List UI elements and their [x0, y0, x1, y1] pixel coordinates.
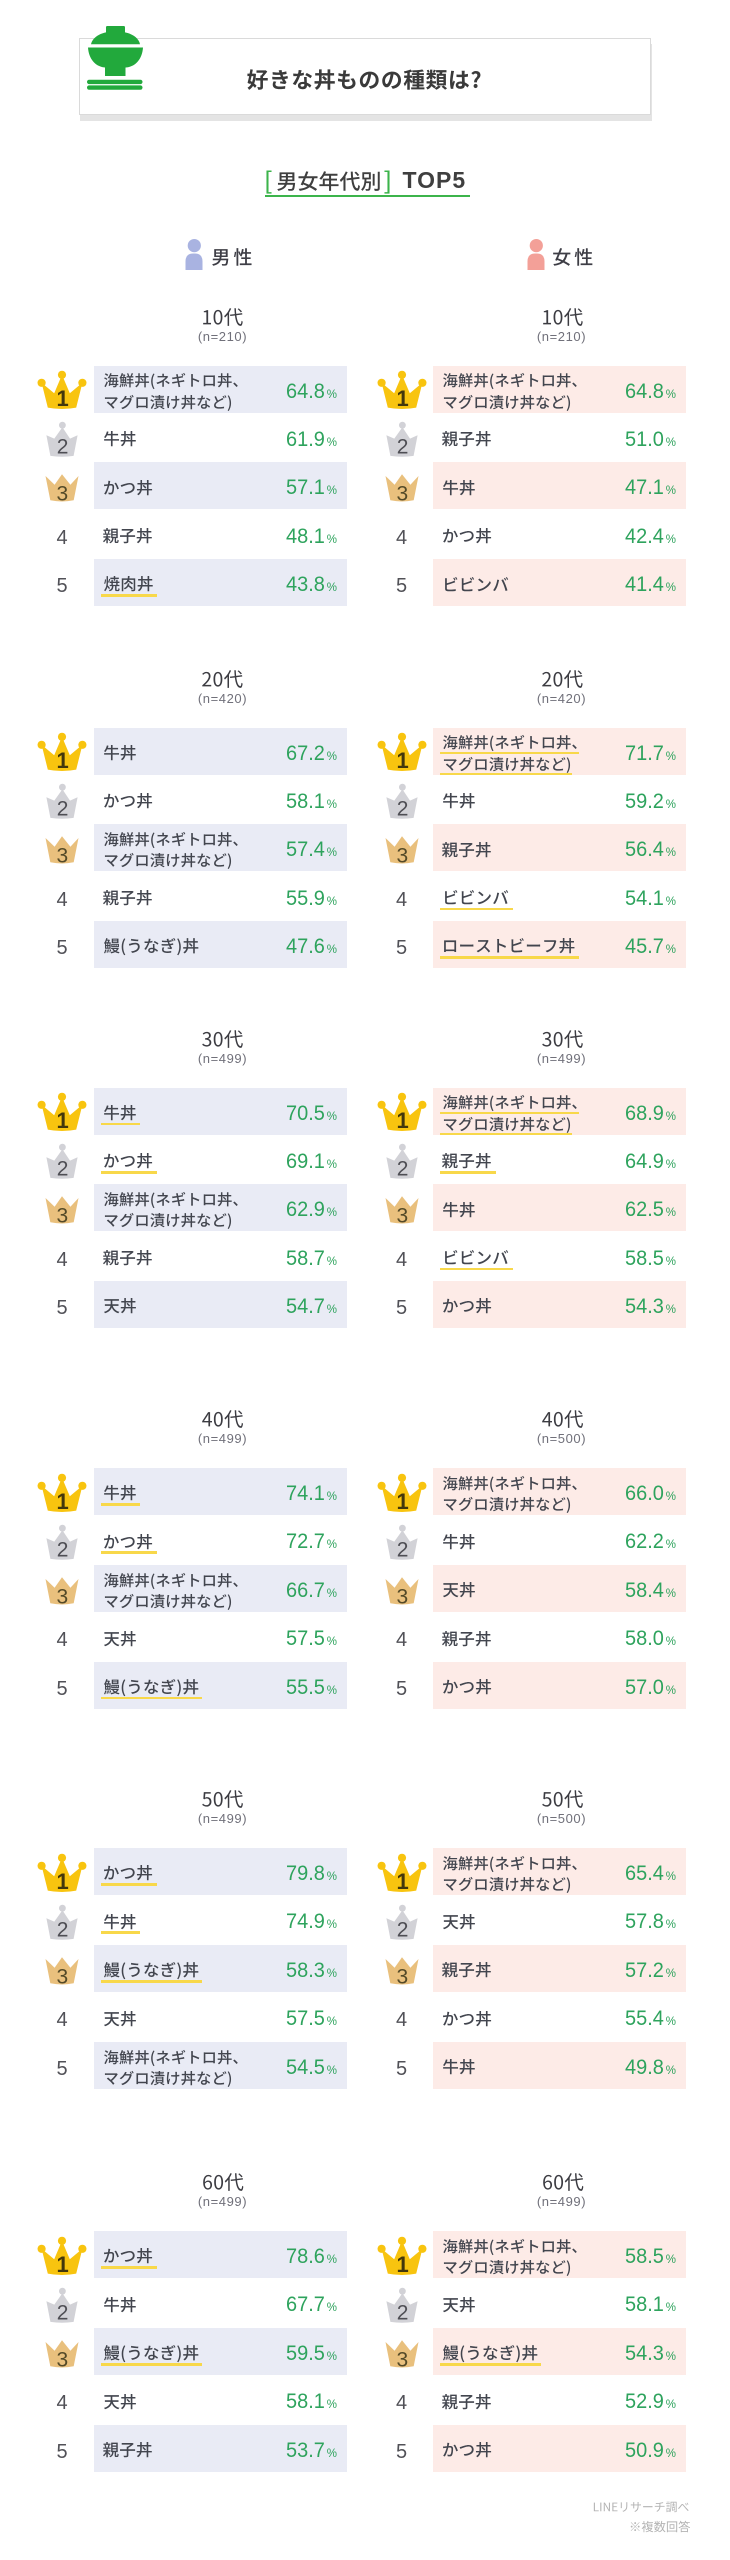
svg-text:3: 3 [396, 1585, 408, 1606]
svg-text:2: 2 [396, 798, 408, 820]
svg-text:1: 1 [396, 386, 408, 411]
svg-text:2: 2 [396, 1918, 408, 1940]
svg-text:1: 1 [396, 1108, 408, 1133]
svg-text:3: 3 [396, 1205, 408, 1226]
svg-text:1: 1 [56, 386, 68, 411]
svg-text:1: 1 [56, 2251, 68, 2276]
svg-text:3: 3 [396, 2348, 408, 2369]
svg-text:2: 2 [57, 798, 69, 820]
svg-text:1: 1 [56, 1488, 68, 1513]
svg-text:2: 2 [57, 1538, 69, 1560]
svg-text:1: 1 [396, 2251, 408, 2276]
svg-text:3: 3 [57, 483, 69, 504]
svg-text:3: 3 [57, 2348, 69, 2369]
svg-text:3: 3 [57, 845, 69, 866]
svg-text:2: 2 [396, 1158, 408, 1180]
svg-text:1: 1 [56, 748, 68, 773]
svg-text:3: 3 [396, 483, 408, 504]
svg-text:2: 2 [57, 436, 69, 458]
svg-text:1: 1 [396, 748, 408, 773]
svg-text:3: 3 [57, 1965, 69, 1986]
svg-text:2: 2 [396, 436, 408, 458]
svg-text:2: 2 [57, 1158, 69, 1180]
svg-text:1: 1 [56, 1868, 68, 1893]
svg-text:3: 3 [396, 1965, 408, 1986]
svg-text:3: 3 [57, 1205, 69, 1226]
svg-text:1: 1 [396, 1868, 408, 1893]
svg-text:2: 2 [396, 2301, 408, 2323]
svg-text:2: 2 [57, 2301, 69, 2323]
svg-text:1: 1 [56, 1108, 68, 1133]
svg-text:3: 3 [396, 845, 408, 866]
svg-text:2: 2 [396, 1538, 408, 1560]
svg-text:1: 1 [396, 1488, 408, 1513]
svg-text:3: 3 [57, 1585, 69, 1606]
svg-text:2: 2 [57, 1918, 69, 1940]
